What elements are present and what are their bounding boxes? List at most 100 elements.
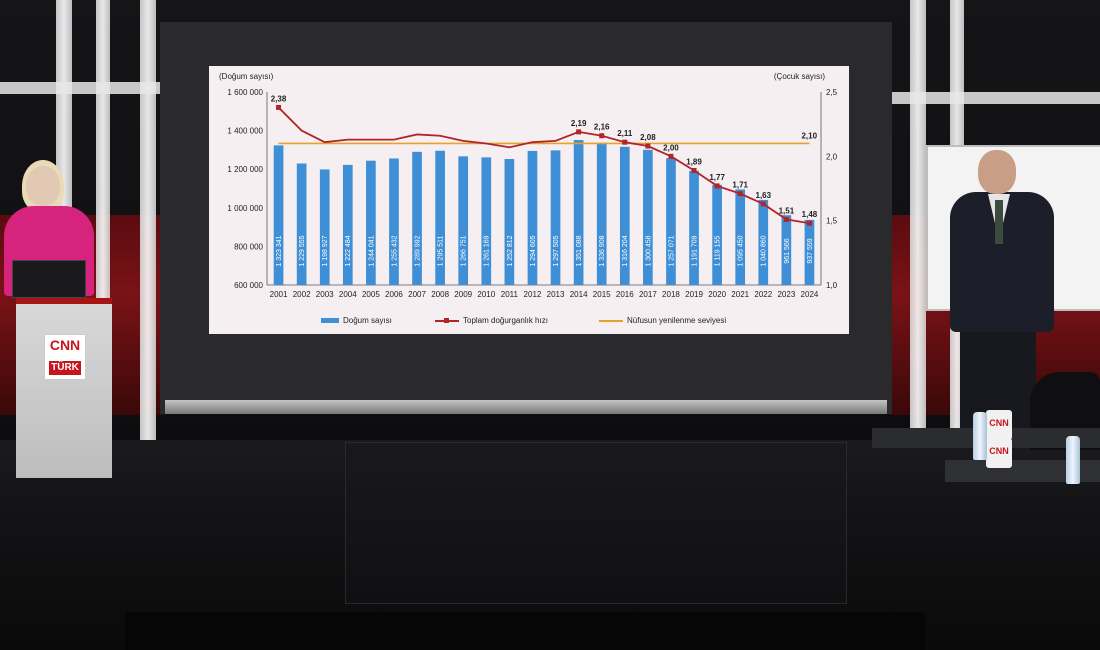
replacement-value-label: 2,10 bbox=[801, 131, 817, 140]
mug-logo-text: CNN bbox=[989, 446, 1009, 456]
bar-value-label: 1 316 204 bbox=[622, 235, 629, 266]
fertility-rate-line bbox=[277, 106, 810, 225]
bar-value-label: 1 229 555 bbox=[299, 235, 306, 266]
bar bbox=[781, 215, 792, 285]
bar bbox=[643, 149, 653, 285]
bar-value-label: 1 095 450 bbox=[738, 235, 745, 266]
bar-value-label: 1 191 709 bbox=[691, 235, 698, 266]
legend-item-fertility: Toplam doğurganlık hızı bbox=[435, 316, 548, 325]
fertility-value-label: 1,77 bbox=[709, 173, 725, 182]
x-tick-label: 2024 bbox=[801, 290, 819, 299]
bar-value-label: 1 289 992 bbox=[414, 235, 421, 266]
y-tick-right-label: 1,5 bbox=[826, 217, 838, 226]
fertility-value-label: 2,11 bbox=[617, 129, 633, 138]
bar-value-label: 1 297 505 bbox=[553, 235, 560, 266]
bar bbox=[596, 142, 607, 285]
x-tick-label: 2013 bbox=[547, 290, 565, 299]
fertility-value-label: 1,71 bbox=[732, 181, 748, 190]
x-tick-label: 2021 bbox=[731, 290, 749, 299]
fertility-value-label: 2,08 bbox=[640, 133, 656, 142]
bar-value-label: 1 295 511 bbox=[438, 236, 445, 267]
bar-value-label: 1 255 432 bbox=[391, 235, 398, 266]
water-bottle bbox=[1066, 436, 1080, 484]
bar-value-label: 1 244 041 bbox=[368, 235, 375, 266]
x-tick-label: 2018 bbox=[662, 290, 680, 299]
fertility-value-label: 1,89 bbox=[686, 157, 702, 166]
bar bbox=[458, 156, 469, 285]
legend-item-replacement: Nüfusun yenilenme seviyesi bbox=[599, 316, 726, 325]
x-tick-label: 2002 bbox=[293, 290, 311, 299]
fertility-value-label: 2,00 bbox=[663, 143, 679, 152]
x-tick-label: 2011 bbox=[501, 290, 519, 299]
legend-label-fertility: Toplam doğurganlık hızı bbox=[463, 316, 548, 325]
fertility-value-label: 2,38 bbox=[271, 94, 287, 103]
bar bbox=[273, 145, 284, 285]
fertility-point bbox=[806, 220, 812, 226]
y-tick-left-label: 1 200 000 bbox=[227, 165, 263, 174]
y-tick-left-label: 800 000 bbox=[234, 242, 263, 251]
x-tick-label: 2006 bbox=[385, 290, 403, 299]
x-tick-label: 2020 bbox=[708, 290, 726, 299]
bar-value-label: 1 261 169 bbox=[484, 235, 491, 266]
fertility-point bbox=[691, 167, 697, 173]
bar bbox=[435, 150, 445, 285]
bar bbox=[481, 157, 492, 285]
fertility-point bbox=[276, 104, 282, 110]
cnn-mug: CNN bbox=[986, 438, 1012, 468]
x-tick-label: 2004 bbox=[339, 290, 357, 299]
mug-logo-text: CNN bbox=[989, 418, 1009, 428]
fertility-value-label: 1,51 bbox=[779, 206, 795, 215]
bar bbox=[573, 140, 584, 285]
bar-value-label: 1 222 484 bbox=[345, 235, 352, 266]
light-bar bbox=[0, 82, 165, 94]
bar bbox=[804, 219, 815, 285]
x-tick-label: 2012 bbox=[524, 290, 542, 299]
podium: CNN TÜRK bbox=[16, 298, 112, 478]
bar-value-label: 1 294 605 bbox=[530, 235, 537, 266]
y-tick-right-label: 1,0 bbox=[826, 281, 838, 290]
legend-item-births: Doğum sayısı bbox=[321, 316, 392, 325]
bar-value-label: 937 559 bbox=[807, 238, 814, 263]
bar-value-label: 1 323 341 bbox=[276, 235, 283, 266]
logo-cnn-text: CNN bbox=[49, 337, 81, 353]
bar-value-label: 1 266 751 bbox=[461, 235, 468, 266]
light-pillar bbox=[910, 0, 926, 440]
bar-value-label: 1 336 908 bbox=[599, 235, 606, 266]
bar-value-label: 1 300 458 bbox=[645, 235, 652, 266]
legend-label-births: Doğum sayısı bbox=[343, 316, 392, 325]
bar-value-label: 1 257 071 bbox=[668, 235, 675, 266]
fertility-point bbox=[668, 153, 674, 159]
water-bottle bbox=[973, 412, 987, 460]
bar-value-label: 1 040 860 bbox=[761, 235, 768, 266]
logo-turk-text: TÜRK bbox=[49, 361, 81, 375]
x-tick-label: 2003 bbox=[316, 290, 334, 299]
bar bbox=[412, 151, 422, 285]
cnn-turk-logo: CNN TÜRK bbox=[44, 334, 86, 380]
x-tick-label: 2016 bbox=[616, 290, 634, 299]
x-tick-label: 2023 bbox=[777, 290, 795, 299]
bar bbox=[619, 146, 630, 285]
legend-swatch-orange-line bbox=[599, 319, 623, 322]
y-axis-right-label: (Çocuk sayısı) bbox=[773, 72, 825, 81]
y-tick-right-label: 2,5 bbox=[826, 88, 838, 97]
chart-legend: Doğum sayısı Toplam doğurganlık hızı Nüf… bbox=[209, 316, 849, 330]
fertility-point bbox=[576, 129, 582, 135]
bar-value-label: 1 351 088 bbox=[576, 235, 583, 266]
x-tick-label: 2022 bbox=[754, 290, 772, 299]
y-axis-left-label: (Doğum sayısı) bbox=[219, 72, 274, 81]
x-tick-label: 2005 bbox=[362, 290, 380, 299]
y-tick-right-label: 2,0 bbox=[826, 152, 838, 161]
x-tick-label: 2001 bbox=[270, 290, 288, 299]
bar-value-label: 1 252 812 bbox=[507, 235, 514, 266]
stage-edge bbox=[125, 612, 925, 650]
bar-value-label: 1 198 927 bbox=[322, 235, 329, 266]
x-tick-label: 2019 bbox=[685, 290, 703, 299]
laptop bbox=[12, 260, 86, 298]
x-tick-label: 2007 bbox=[408, 290, 426, 299]
bar bbox=[666, 158, 676, 285]
x-tick-label: 2017 bbox=[639, 290, 657, 299]
light-pillar bbox=[140, 0, 156, 440]
bar-value-label: 961 566 bbox=[784, 238, 791, 263]
x-tick-label: 2008 bbox=[431, 290, 449, 299]
x-tick-label: 2009 bbox=[454, 290, 472, 299]
